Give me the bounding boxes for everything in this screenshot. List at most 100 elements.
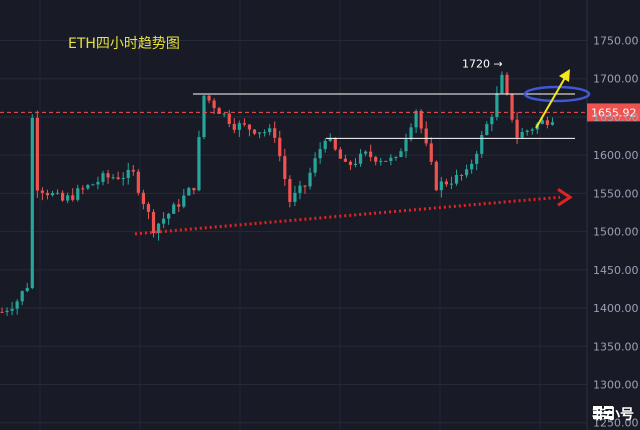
watermark-text: 非小号 [592,407,634,423]
candle [101,170,105,186]
candle [136,169,140,196]
candle [449,176,454,190]
candle [399,148,403,158]
candle [369,144,373,162]
candle [268,124,272,136]
candle-body [66,195,70,201]
candle [333,137,337,151]
candle [182,188,186,209]
candle-body [126,169,130,179]
candle-body [404,139,408,152]
candle-body [45,192,50,196]
candle [40,187,44,201]
candle [454,169,459,186]
candle [338,147,342,159]
current-price-label: 1655.92 [591,106,637,119]
y-tick-label: 1350.00 [593,340,639,353]
candle [439,176,443,198]
candle-body [76,188,80,200]
candle-body [399,151,403,157]
candle [429,137,433,166]
candle-body [298,185,302,193]
candle-body [136,171,140,193]
candle [91,183,95,186]
candle-body [293,192,297,202]
y-tick-label: 1500.00 [593,226,639,239]
candle-body [50,193,55,196]
candle-body [207,95,211,101]
candle-body [364,151,368,154]
candle-body [333,138,337,150]
candle [530,127,534,135]
candle-body [55,192,60,194]
candle [364,150,368,157]
candle-body [227,113,231,124]
candle-body [449,183,454,185]
candle-body [162,218,166,224]
candle-body [20,291,24,302]
candle-body [101,173,105,182]
candle [288,175,292,208]
candle [252,129,257,136]
candle [197,130,201,192]
candle-body [5,310,9,312]
candle [86,184,90,191]
breakout-arrow-line [535,75,567,129]
candle [550,117,555,126]
candle-body [247,124,252,130]
candle-body [61,192,65,201]
candle [131,165,135,176]
candle-body [202,95,206,138]
candle-body [348,161,353,165]
candles [0,71,555,316]
candle-body [146,204,151,212]
candle [475,150,479,171]
candle-body [172,204,176,214]
candle-body [131,169,135,172]
candle-body [444,181,448,185]
candle [15,299,19,315]
candle [465,164,469,178]
candle [172,202,176,214]
candle [495,86,499,121]
candle-body [71,195,75,200]
candle [303,185,307,194]
candle [187,186,191,196]
chart-title: ETH四小时趋势图 [68,36,180,52]
candle [20,290,24,306]
candle-body [237,123,241,130]
overlays: 1655.92 1720 → [0,57,640,236]
candle-body [323,140,327,150]
y-axis: 1750.00 1700.00 1650.00 1600.00 1550.00 1500.… [593,35,639,430]
candle [490,114,494,132]
candle-body [530,129,534,131]
candle-body [480,134,484,154]
candle [358,149,363,167]
candle [459,173,464,181]
candle [242,118,246,127]
candle [50,190,55,197]
candle-body [520,131,524,138]
candle-body [475,153,479,164]
candle-body [40,190,44,193]
y-tick-label: 1400.00 [593,302,639,315]
candle-body [318,149,322,159]
candle [374,155,378,166]
candle [480,130,484,158]
current-price-tag [587,103,640,122]
candle-body [414,110,418,128]
candle-body [490,116,494,125]
candle [434,160,438,192]
candle-body [343,158,347,162]
candle [232,118,236,134]
candle-body [384,160,388,162]
candle [141,189,145,210]
candle [389,154,393,166]
candle [25,282,29,293]
candle [257,132,262,139]
candle [263,129,267,137]
candle-body [192,187,196,191]
candle-body [25,287,29,292]
